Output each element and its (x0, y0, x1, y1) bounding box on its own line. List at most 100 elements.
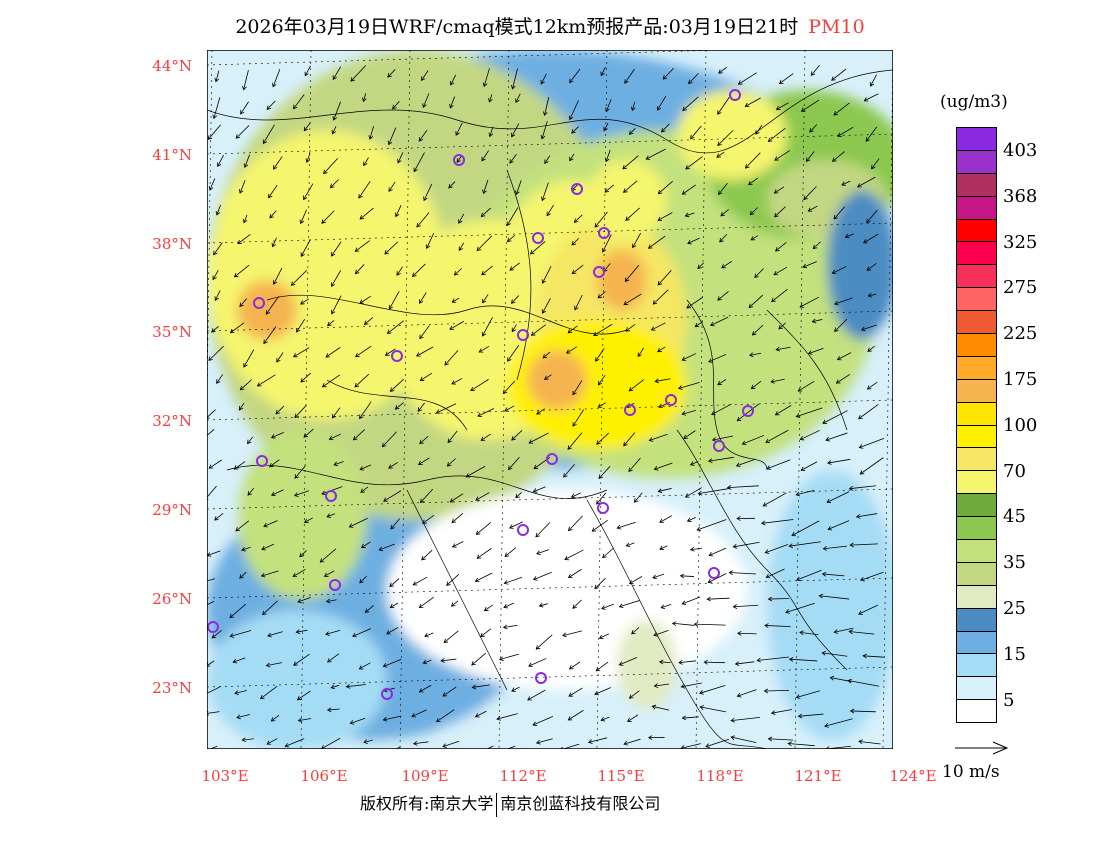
concentration-patch (587, 160, 667, 240)
wind-arrow (419, 372, 433, 381)
wind-arrow (451, 541, 464, 548)
wind-arrow (734, 661, 755, 667)
wind-arrow (681, 409, 696, 416)
wind-arrow (412, 263, 426, 278)
wind-arrow (799, 429, 820, 441)
copyright-left: 版权所有:南京大学 (360, 794, 494, 813)
wind-arrow (541, 298, 551, 314)
wind-arrow (209, 745, 218, 749)
wind-arrow (458, 213, 465, 224)
wind-arrow (778, 73, 794, 85)
wind-arrow (509, 153, 517, 164)
wind-arrow (382, 715, 402, 722)
wind-arrow (689, 461, 699, 466)
wind-arrow (657, 270, 672, 286)
wind-arrow (602, 547, 614, 559)
wind-arrow (755, 124, 763, 135)
wind-arrow (833, 627, 854, 634)
wind-arrow (623, 293, 642, 305)
colorbar-swatch (957, 219, 996, 243)
wind-arrow (417, 457, 430, 465)
wind-arrow (848, 485, 877, 491)
wind-arrow (349, 717, 366, 725)
wind-arrow (661, 123, 670, 133)
wind-arrow (767, 127, 786, 142)
wind-arrow (657, 180, 673, 195)
wind-arrow (601, 234, 612, 253)
wind-arrow (628, 457, 641, 473)
wind-arrow (215, 204, 221, 216)
city-marker (207, 621, 219, 633)
wind-arrow (706, 596, 730, 602)
wind-arrow (849, 708, 876, 714)
wind-arrow (683, 430, 696, 439)
wind-arrow (736, 403, 760, 422)
wind-arrow (358, 662, 371, 670)
wind-arrow (345, 683, 366, 689)
wind-arrow (717, 290, 729, 301)
wind-arrow (848, 629, 875, 635)
wind-arrow (736, 689, 757, 698)
colorbar-label: 225 (1003, 323, 1038, 345)
wind-arrow (305, 152, 311, 163)
wind-arrow (506, 207, 519, 227)
wind-arrow (496, 713, 518, 721)
wind-arrow (831, 266, 847, 274)
wind-arrow (229, 322, 245, 334)
wind-arrow (627, 714, 639, 722)
wind-arrow (812, 241, 821, 250)
colorbar-swatch (957, 700, 996, 723)
wind-arrow (530, 324, 546, 336)
wind-arrow (681, 353, 697, 361)
wind-arrow (261, 543, 275, 551)
wind-arrow (771, 288, 788, 303)
city-marker (532, 232, 544, 244)
wind-arrow (788, 541, 821, 549)
wind-arrow (506, 234, 516, 243)
colorbar-swatch (957, 654, 996, 678)
province-border (226, 464, 608, 499)
wind-arrow (805, 151, 815, 162)
wind-arrow (764, 623, 791, 628)
wind-arrow (717, 130, 734, 147)
wind-arrow (411, 709, 427, 718)
colorbar-label: 45 (1003, 506, 1026, 528)
wind-arrow (535, 522, 551, 538)
wind-arrow (775, 346, 791, 352)
colorbar-label: 15 (1003, 643, 1026, 665)
wind-arrow (571, 126, 579, 134)
wind-arrow (787, 741, 815, 747)
wind-arrow (633, 492, 643, 503)
wind-arrow (292, 347, 310, 358)
wind-arrow (455, 122, 463, 136)
longitude-line (399, 50, 411, 749)
wind-arrow (303, 183, 314, 201)
concentration-patch (617, 620, 677, 710)
wind-arrow (751, 324, 764, 336)
wind-arrow (594, 577, 606, 590)
wind-arrow (482, 294, 489, 304)
wind-arrow (567, 432, 583, 450)
wind-arrow (388, 461, 398, 469)
wind-arrow (511, 686, 520, 692)
wind-arrow (532, 716, 554, 726)
wind-arrow (542, 351, 551, 359)
wind-arrow (795, 690, 820, 699)
wind-arrow (833, 206, 846, 220)
wind-arrow (259, 685, 278, 700)
longitude-line (695, 50, 707, 749)
city-marker (546, 453, 558, 465)
wind-arrow (392, 101, 400, 110)
city-marker (535, 672, 547, 684)
wind-arrow (323, 157, 339, 175)
wind-arrow (708, 354, 727, 363)
concentration-patch (677, 90, 787, 180)
wind-arrow (711, 403, 732, 416)
wind-arrow (418, 596, 435, 609)
wind-arrow (214, 70, 220, 83)
wind-arrow (417, 402, 425, 412)
wind-arrow (595, 661, 609, 672)
wind-arrow (567, 515, 583, 532)
wind-arrow (423, 183, 433, 202)
wind-arrow (510, 295, 520, 304)
